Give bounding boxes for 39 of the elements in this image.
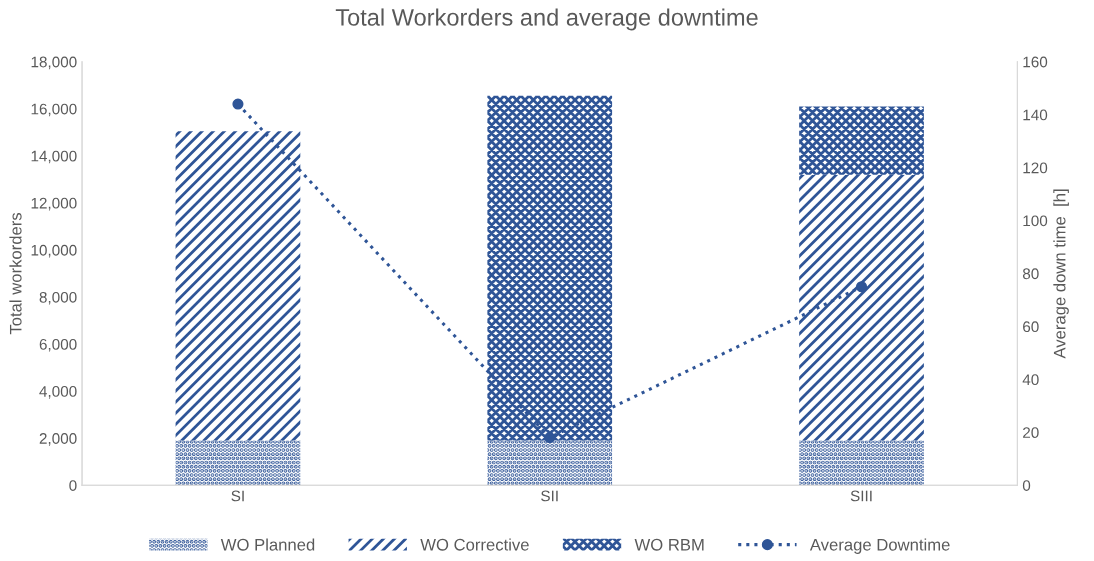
y2-axis-title: Average down time [h] bbox=[1053, 189, 1069, 359]
bar bbox=[175, 440, 301, 486]
point bbox=[855, 281, 868, 293]
x-tick-label: SII bbox=[541, 490, 558, 502]
y-tick-label: 6,000 bbox=[39, 338, 77, 352]
bar bbox=[487, 440, 613, 486]
y-tick-label: 18,000 bbox=[31, 56, 77, 70]
y-tick-label: 8,000 bbox=[39, 291, 77, 305]
x-tick-label: SIII bbox=[850, 490, 872, 502]
y-tick-label: 2,000 bbox=[39, 433, 77, 446]
bar bbox=[175, 131, 301, 441]
y2-tick-label: 160 bbox=[1023, 56, 1048, 68]
x-tick-label: SI bbox=[231, 490, 244, 502]
y-tick-label: 4,000 bbox=[39, 386, 77, 399]
point bbox=[544, 432, 556, 444]
legend-label: WO Corrective bbox=[420, 538, 529, 551]
legend-label: WO Planned bbox=[220, 538, 315, 551]
bar bbox=[799, 106, 924, 175]
y-tick-label: 0 bbox=[69, 480, 77, 491]
y-tick-label: 10,000 bbox=[31, 244, 77, 258]
legend-label: WO RBM bbox=[634, 538, 704, 551]
bar bbox=[799, 440, 924, 486]
bar bbox=[799, 174, 924, 441]
y-tick-label: 14,000 bbox=[31, 150, 77, 164]
y-axis-title: Total workorders bbox=[9, 212, 22, 335]
y2-tick-label: 140 bbox=[1023, 109, 1048, 121]
y2-tick-label: 20 bbox=[1023, 427, 1039, 439]
y2-tick-label: 40 bbox=[1022, 374, 1039, 386]
y2-tick-label: 80 bbox=[1022, 268, 1039, 280]
point bbox=[232, 98, 244, 110]
bar bbox=[487, 95, 613, 441]
y-tick-label: 16,000 bbox=[31, 103, 77, 117]
y2-tick-label: 0 bbox=[1022, 480, 1031, 491]
y2-tick-label: 60 bbox=[1023, 321, 1039, 333]
y2-tick-label: 100 bbox=[1023, 215, 1048, 227]
chart-title: Total Workorders and average downtime bbox=[335, 8, 758, 31]
y-tick-label: 12,000 bbox=[31, 197, 77, 211]
y2-tick-label: 120 bbox=[1023, 162, 1048, 174]
legend-label: Average Downtime bbox=[809, 538, 950, 554]
